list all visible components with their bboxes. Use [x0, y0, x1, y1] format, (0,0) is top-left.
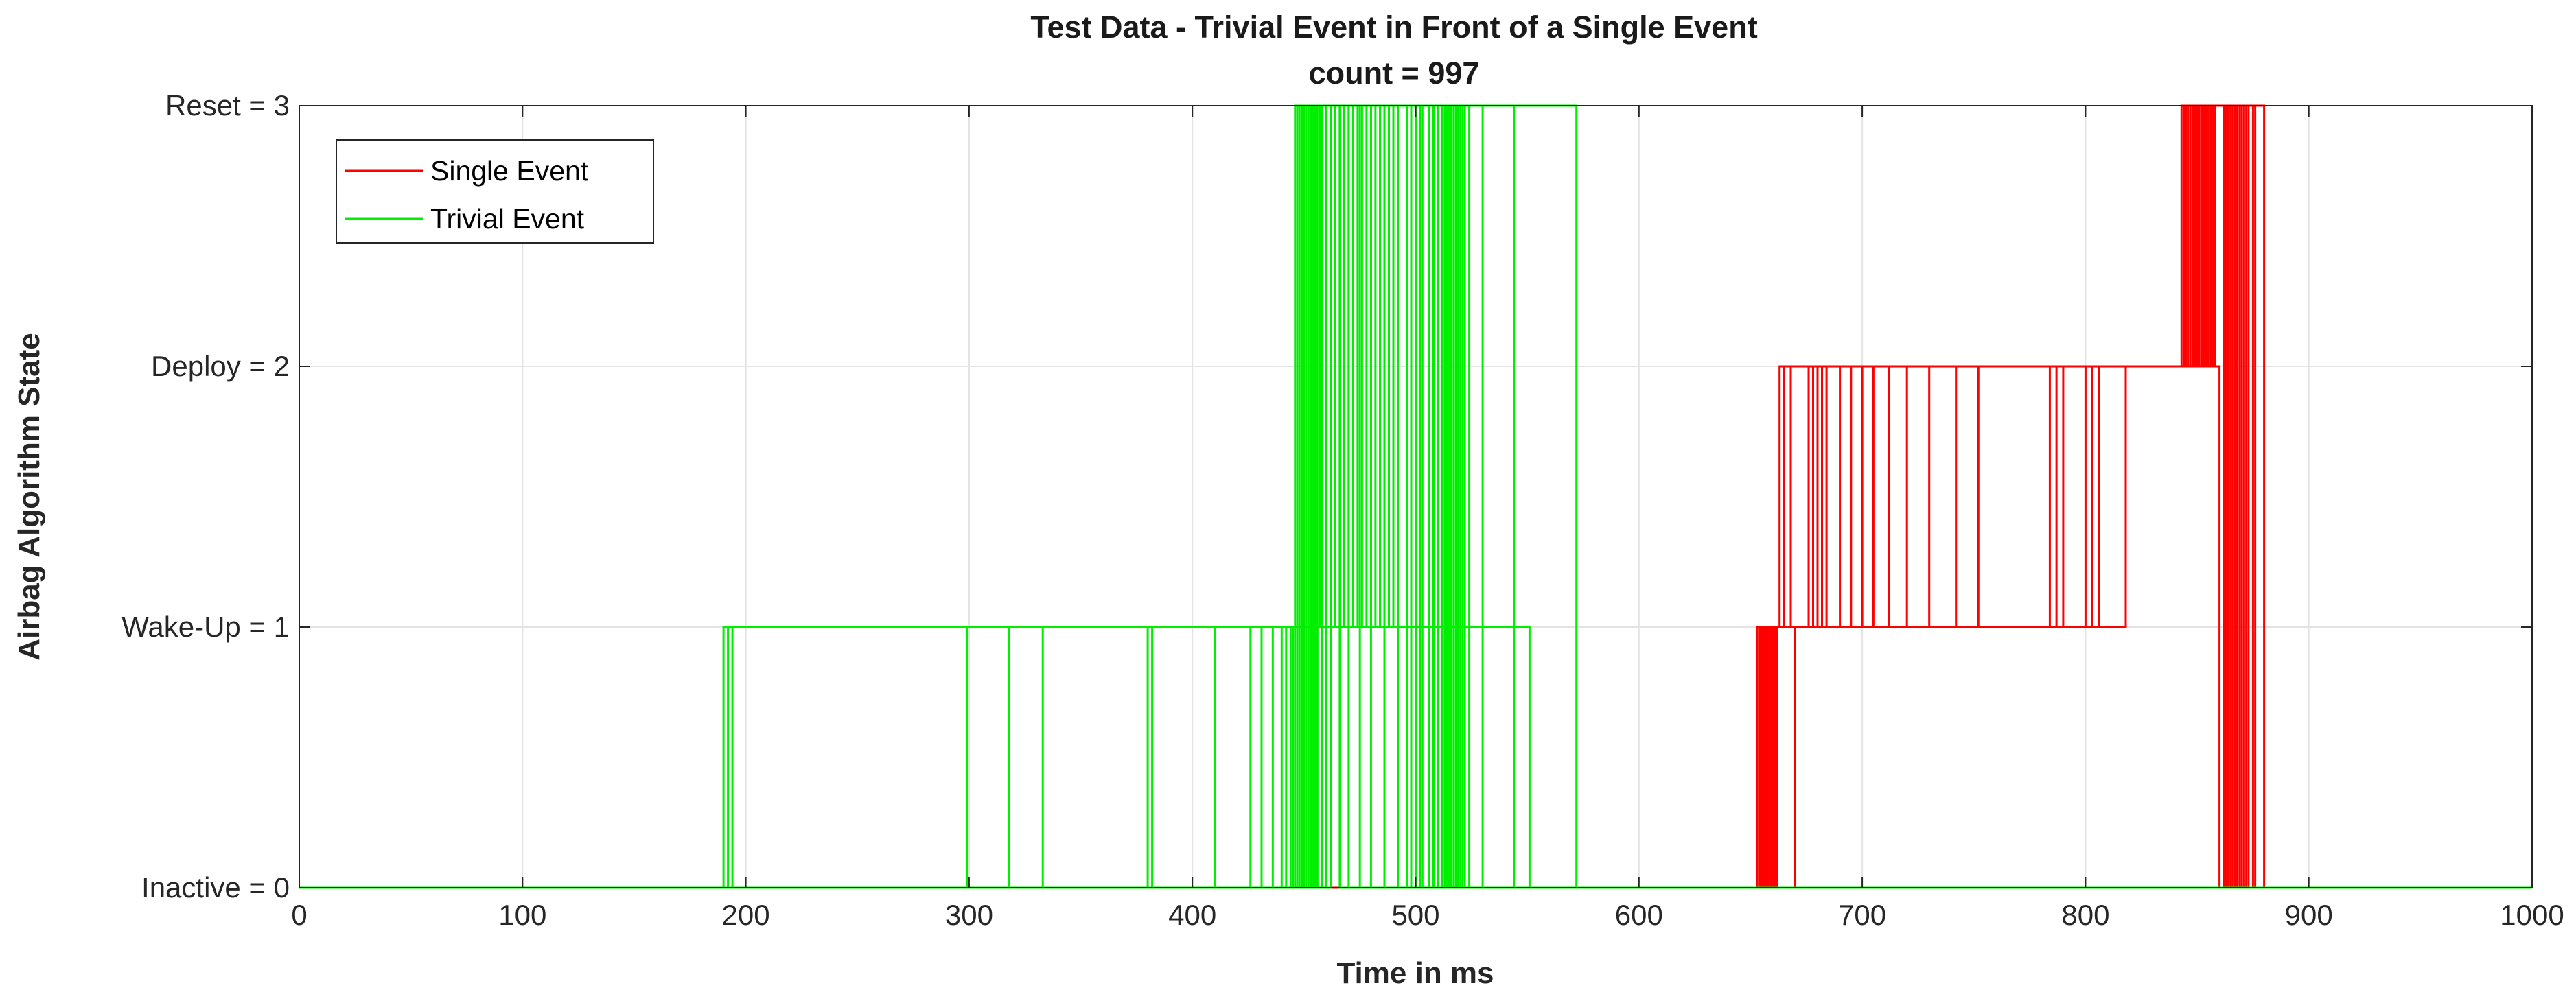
- series-trace: [299, 104, 2532, 889]
- y-axis-label: Airbag Algorithm State: [12, 333, 46, 661]
- x-tick-label: 400: [1168, 899, 1216, 931]
- series-trace: [299, 104, 2532, 889]
- x-tick-label: 200: [722, 899, 770, 931]
- legend-label-trivial-event: Trivial Event: [430, 203, 585, 235]
- series-trace: [299, 104, 2532, 889]
- legend: Single Event Trivial Event: [336, 139, 654, 244]
- x-tick-label: 300: [945, 899, 993, 931]
- series-trace: [299, 104, 2532, 889]
- chart-title: Test Data - Trivial Event in Front of a …: [1030, 10, 1757, 45]
- series-trace: [299, 104, 2532, 889]
- series-trace: [299, 104, 2532, 889]
- legend-box: [336, 139, 654, 244]
- series-trace: [299, 104, 2532, 889]
- y-tick-label: Reset = 3: [165, 89, 290, 121]
- series-trace: [299, 104, 2532, 889]
- chart-subtitle: count = 997: [1309, 56, 1480, 91]
- x-axis-label: Time in ms: [1336, 956, 1494, 990]
- x-tick-label: 900: [2285, 899, 2333, 931]
- series-trace: [299, 104, 2532, 889]
- series-trace: [299, 104, 2532, 889]
- series-trace: [299, 104, 2532, 889]
- series-trace: [299, 104, 2532, 889]
- series-trace: [299, 104, 2532, 889]
- x-tick-label: 500: [1391, 899, 1439, 931]
- x-tick-label: 800: [2061, 899, 2109, 931]
- legend-label-single-event: Single Event: [430, 155, 589, 187]
- y-tick-label: Wake-Up = 1: [121, 611, 290, 643]
- series-trace: [299, 104, 2532, 889]
- x-tick-label: 1000: [2500, 899, 2564, 931]
- x-tick-label: 700: [1838, 899, 1886, 931]
- series-trace: [299, 104, 2532, 889]
- series-trace: [299, 104, 2532, 889]
- series-trace: [299, 104, 2532, 889]
- series-trace: [299, 104, 2532, 889]
- series-trace: [299, 104, 2532, 889]
- y-tick-label: Inactive = 0: [141, 871, 290, 904]
- x-tick-label: 600: [1615, 899, 1663, 931]
- series-layer: [299, 104, 2532, 889]
- y-tick-label: Deploy = 2: [151, 350, 290, 382]
- series-trace: [299, 104, 2532, 889]
- series-trivial-event: [299, 104, 2532, 889]
- x-tick-label: 100: [498, 899, 546, 931]
- series-trace: [299, 104, 2532, 889]
- series-trace: [299, 104, 2532, 889]
- x-tick-label: 0: [291, 899, 307, 931]
- series-trace: [299, 104, 2532, 889]
- series-trace: [299, 104, 2532, 889]
- series-trace: [299, 104, 2532, 889]
- series-trace: [299, 104, 2532, 889]
- series-trace: [299, 104, 2532, 889]
- series-trace: [299, 104, 2532, 889]
- axis-ticks: 0 100 200 300 400 500 600 700 800 900 1000 Inactive…: [121, 89, 2564, 931]
- series-trace: [299, 104, 2532, 889]
